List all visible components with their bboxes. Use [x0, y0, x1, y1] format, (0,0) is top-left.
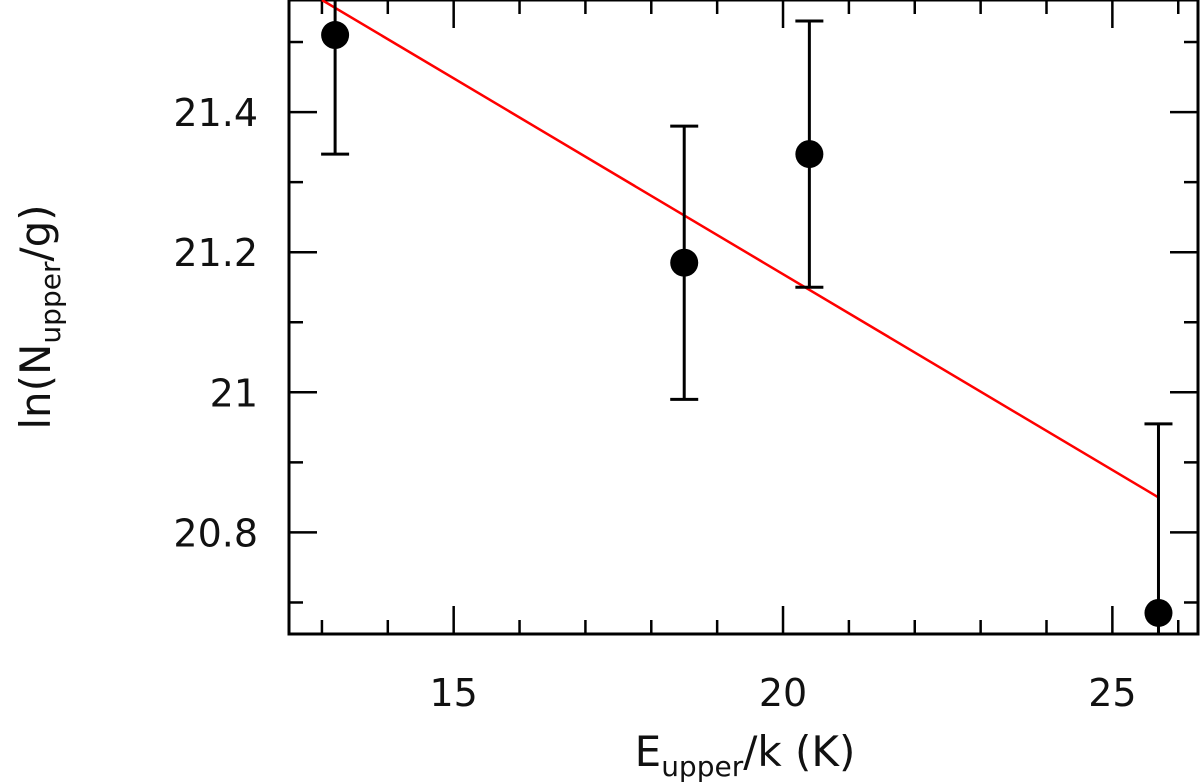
x-tick-label: 15 [429, 671, 477, 715]
fit-line-group [321, 0, 1160, 499]
x-axis-title-main: E [635, 727, 662, 776]
y-tick-label: 21 [210, 371, 258, 415]
fit-line [321, 0, 1160, 499]
data-points [321, 0, 1173, 634]
y-tick-label: 21.2 [173, 231, 258, 275]
data-point [1144, 598, 1173, 627]
y-axis-title-main: ln(N [11, 344, 60, 430]
y-axis-title: ln(Nupper/g) [11, 204, 67, 429]
x-tick-label: 25 [1088, 671, 1136, 715]
x-axis-title: Eupper/k (K) [635, 727, 856, 783]
axis-tick-labels: 15 20 25 20.8 21 21.2 21.4 [173, 91, 1136, 715]
plot-area: 15 20 25 20.8 21 21.2 21.4 [173, 0, 1200, 715]
y-tick-label: 21.4 [173, 91, 258, 135]
x-tick-label: 20 [759, 671, 807, 715]
axis-ticks [289, 0, 1198, 634]
y-tick-label: 20.8 [173, 511, 258, 555]
data-point [321, 21, 350, 50]
x-axis-title-rest: /k (K) [743, 727, 855, 776]
data-point [670, 248, 699, 277]
y-axis-title-rest: /g) [11, 204, 60, 261]
data-point [795, 140, 824, 169]
plot-frame [287, 0, 1200, 636]
y-axis-title-sub: upper [34, 261, 67, 344]
x-axis-title-sub: upper [661, 750, 744, 783]
